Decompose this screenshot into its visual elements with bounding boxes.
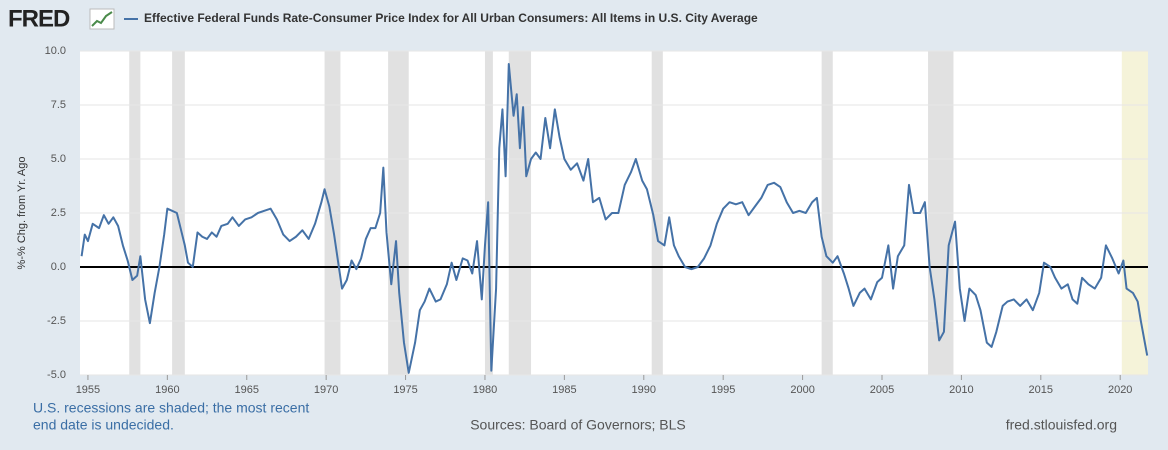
- x-tick-label: 1975: [393, 384, 417, 396]
- logo: FRED: [8, 5, 115, 32]
- x-tick-label: 1990: [632, 384, 656, 396]
- y-tick-label: -5.0: [47, 369, 66, 381]
- source: Sources: Board of Governors; BLS: [470, 417, 686, 433]
- x-tick-label: 1970: [314, 384, 338, 396]
- y-tick-label: 7.5: [51, 99, 66, 111]
- y-tick-label: 2.5: [51, 207, 66, 219]
- x-tick-label: 2005: [870, 384, 894, 396]
- x-tick-label: 1980: [473, 384, 497, 396]
- x-tick-label: 2010: [949, 384, 973, 396]
- footnote: end date is undecided.: [33, 417, 174, 433]
- x-tick-label: 1965: [235, 384, 259, 396]
- y-tick-label: 10.0: [45, 45, 66, 57]
- y-tick-label: 5.0: [51, 153, 66, 165]
- x-tick-label: 1955: [76, 384, 100, 396]
- logo-icon-line: [91, 11, 113, 27]
- y-tick-label: 0.0: [51, 261, 66, 273]
- x-tick-label: 2020: [1108, 384, 1132, 396]
- y-tick-label: -2.5: [47, 315, 66, 327]
- x-tick-label: 2015: [1029, 384, 1053, 396]
- y-axis-label: %-% Chg. from Yr. Ago: [16, 157, 28, 270]
- legend-label: Effective Federal Funds Rate-Consumer Pr…: [144, 11, 758, 25]
- logo-text: FRED: [8, 5, 70, 32]
- x-tick-label: 1985: [552, 384, 576, 396]
- site: fred.stlouisfed.org: [1006, 417, 1117, 433]
- footnote: U.S. recessions are shaded; the most rec…: [33, 400, 309, 416]
- x-tick-label: 1960: [155, 384, 179, 396]
- x-tick-label: 1995: [711, 384, 735, 396]
- series-line: [80, 62, 1149, 374]
- x-tick-label: 2000: [790, 384, 814, 396]
